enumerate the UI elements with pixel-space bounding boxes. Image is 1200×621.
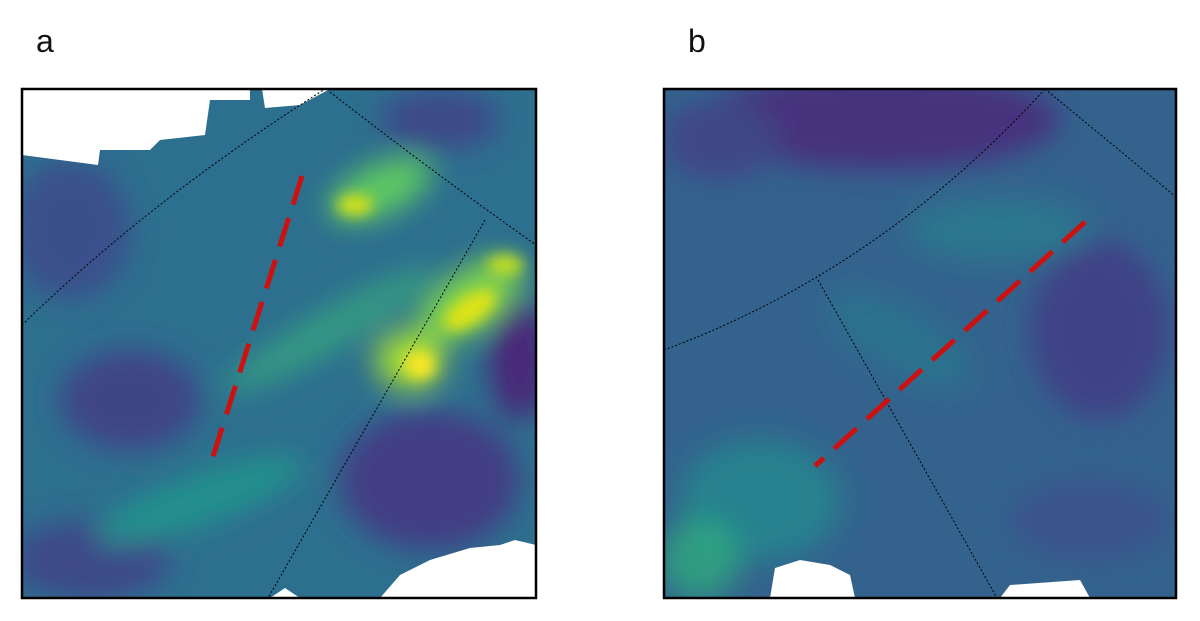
highlights: [337, 195, 523, 379]
blob: [96, 455, 304, 545]
blob: [490, 300, 536, 420]
blob: [380, 90, 500, 150]
grid-curve: [664, 89, 1046, 351]
grid-curve: [22, 89, 326, 326]
blob: [487, 255, 523, 275]
blob: [60, 350, 200, 450]
blob: [444, 289, 496, 331]
texture: [664, 89, 1170, 598]
blob: [405, 351, 435, 379]
blob: [664, 100, 780, 180]
transect: [813, 220, 1087, 468]
blob: [910, 200, 1090, 260]
panel-b-image: [664, 89, 1176, 598]
blob: [1030, 240, 1170, 420]
panel-label: a: [36, 23, 54, 59]
blob: [22, 160, 130, 300]
no-data: [270, 588, 300, 598]
blob: [1010, 480, 1170, 560]
no-data: [1000, 580, 1090, 598]
blob: [337, 195, 373, 215]
panel-frame: [662, 87, 1178, 600]
no-data: [22, 89, 250, 165]
panel-frame: [20, 87, 538, 600]
no-data: [262, 89, 330, 108]
blob: [225, 267, 435, 393]
grid-curve: [329, 91, 536, 246]
blob: [340, 410, 520, 550]
panel-label: b: [688, 23, 706, 59]
grid-curve: [817, 279, 998, 598]
blob: [700, 89, 1060, 170]
grid-curve: [1044, 89, 1176, 198]
blob: [829, 292, 971, 388]
grid-curve: [267, 219, 486, 598]
no-data: [770, 560, 855, 598]
transect: [207, 175, 305, 467]
panel-a-image: [22, 89, 536, 598]
blob: [664, 520, 740, 598]
no-data: [380, 540, 536, 598]
